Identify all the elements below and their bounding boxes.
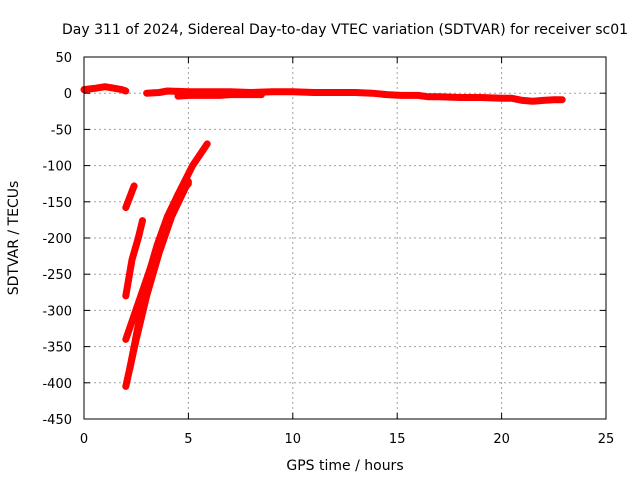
x-tick-label: 0	[80, 432, 88, 447]
y-tick-label: 50	[55, 51, 72, 66]
x-tick-label: 15	[389, 432, 406, 447]
data-series-layer	[80, 83, 566, 390]
data-series-8	[126, 180, 192, 372]
y-axis-title: SDTVAR / TECUs	[6, 181, 22, 296]
y-tick-label: -350	[42, 341, 72, 356]
data-series-1	[80, 83, 130, 95]
y-tick-label: -100	[42, 160, 72, 175]
y-tick-label: -50	[51, 123, 72, 138]
chart-title: Day 311 of 2024, Sidereal Day-to-day VTE…	[62, 22, 628, 38]
tick-labels: 0 5 10 15 20 25 50 0 -50 -100 -150 -200 -250 -300 -350…	[42, 51, 614, 447]
x-tick-label: 20	[493, 432, 510, 447]
y-tick-label: 0	[64, 87, 72, 102]
data-series-5	[122, 217, 146, 300]
y-tick-label: -450	[42, 413, 72, 428]
y-tick-label: -300	[42, 304, 72, 319]
x-tick-label: 25	[598, 432, 615, 447]
x-tick-label: 10	[285, 432, 302, 447]
y-tick-label: -200	[42, 232, 72, 247]
data-series-3	[174, 91, 265, 100]
x-axis-title: GPS time / hours	[286, 458, 403, 474]
y-tick-label: -150	[42, 196, 72, 211]
y-tick-label: -250	[42, 268, 72, 283]
data-series-2	[143, 87, 566, 105]
x-tick-label: 5	[184, 432, 192, 447]
y-tick-label: -400	[42, 377, 72, 392]
data-series-4	[122, 182, 138, 212]
